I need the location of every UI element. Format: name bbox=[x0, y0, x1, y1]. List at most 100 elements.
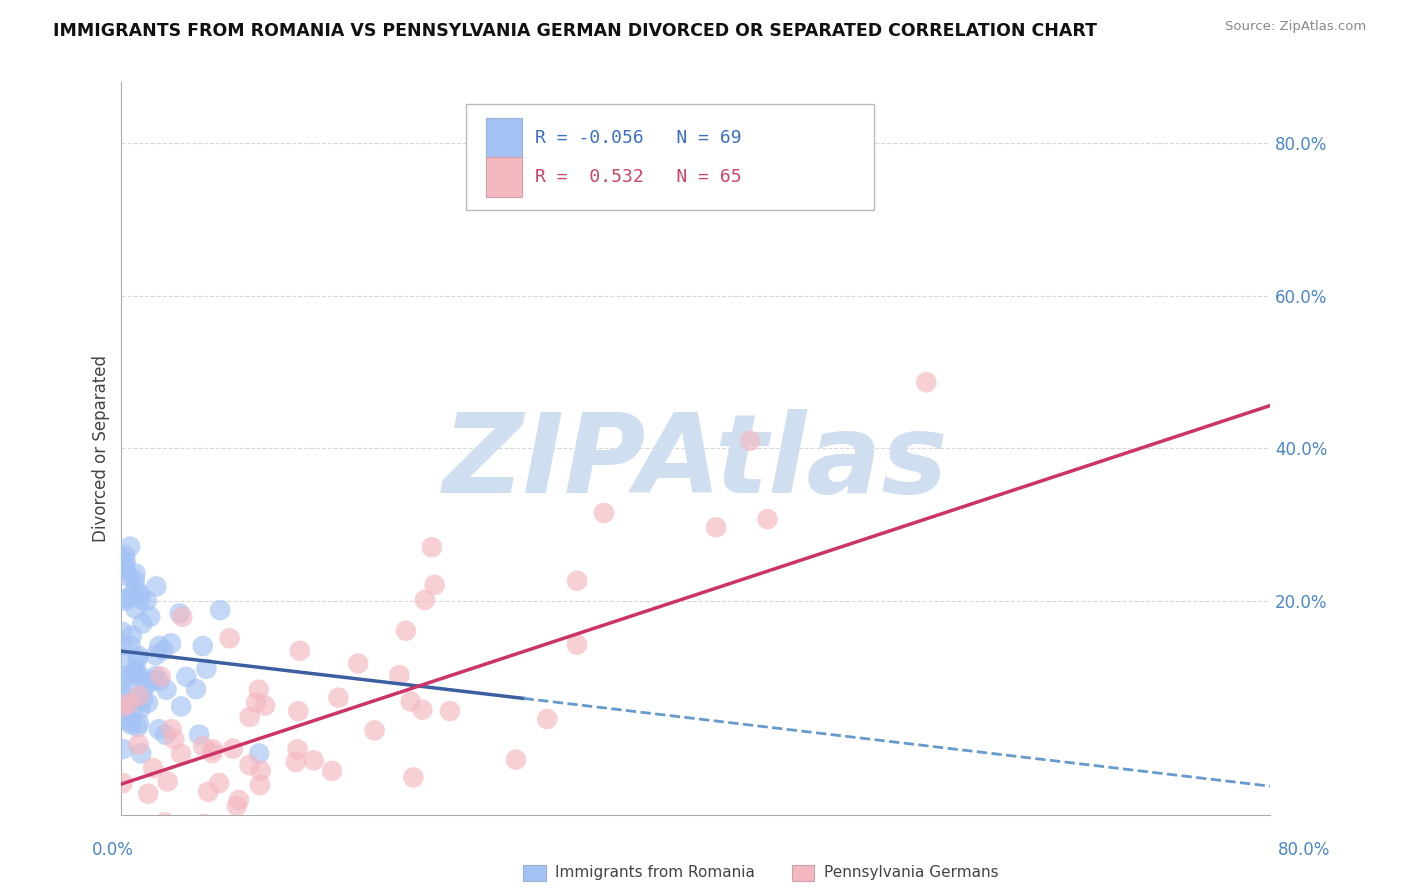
Point bbox=[176, 670, 198, 684]
Point bbox=[740, 434, 762, 448]
Point bbox=[118, 697, 141, 711]
Point bbox=[197, 785, 219, 799]
Text: 80.0%: 80.0% bbox=[1278, 840, 1330, 858]
Point bbox=[111, 776, 134, 790]
Point bbox=[122, 667, 145, 681]
Point bbox=[115, 822, 138, 837]
Point bbox=[121, 703, 143, 717]
Point bbox=[124, 822, 146, 837]
Point bbox=[148, 639, 170, 653]
Point bbox=[152, 821, 174, 835]
Point bbox=[125, 582, 148, 596]
Point bbox=[321, 764, 343, 778]
Point bbox=[120, 639, 142, 653]
Point bbox=[127, 822, 149, 837]
Point bbox=[124, 566, 146, 581]
Point bbox=[124, 663, 146, 677]
Point bbox=[249, 764, 271, 778]
Point bbox=[135, 593, 157, 607]
Point bbox=[148, 723, 170, 737]
Point bbox=[413, 593, 436, 607]
Point bbox=[117, 714, 139, 729]
Point bbox=[247, 682, 270, 697]
Point bbox=[411, 703, 433, 717]
Point bbox=[111, 674, 134, 689]
Point bbox=[536, 712, 558, 726]
Text: Pennsylvania Germans: Pennsylvania Germans bbox=[824, 865, 998, 880]
Point bbox=[160, 723, 183, 737]
Point bbox=[191, 739, 214, 754]
Point bbox=[149, 669, 172, 683]
Point bbox=[114, 594, 136, 608]
Point bbox=[155, 728, 177, 742]
Point bbox=[128, 716, 150, 731]
Point bbox=[131, 616, 153, 631]
Point bbox=[163, 732, 186, 747]
Point bbox=[191, 639, 214, 653]
Point bbox=[135, 679, 157, 693]
Point bbox=[155, 682, 177, 697]
Point bbox=[111, 699, 134, 714]
Point bbox=[128, 737, 150, 751]
Point bbox=[145, 580, 167, 594]
Point bbox=[136, 787, 159, 801]
Point bbox=[284, 755, 307, 769]
Point bbox=[402, 771, 425, 785]
FancyBboxPatch shape bbox=[467, 103, 875, 211]
Point bbox=[160, 636, 183, 650]
Point bbox=[565, 638, 588, 652]
Point bbox=[172, 610, 194, 624]
Point bbox=[111, 639, 134, 653]
Point bbox=[302, 753, 325, 767]
Bar bbox=[485, 118, 523, 159]
Point bbox=[111, 565, 134, 579]
Point bbox=[170, 699, 193, 714]
Point bbox=[136, 676, 159, 690]
Text: R = -0.056   N = 69: R = -0.056 N = 69 bbox=[536, 129, 742, 147]
Point bbox=[124, 822, 146, 837]
Point bbox=[148, 673, 170, 688]
Point bbox=[593, 506, 616, 520]
Point bbox=[169, 607, 191, 621]
Point bbox=[567, 574, 589, 588]
Point bbox=[111, 624, 134, 639]
Point bbox=[142, 761, 165, 775]
Point bbox=[218, 632, 240, 646]
Point bbox=[127, 651, 149, 665]
Point bbox=[170, 747, 193, 761]
Y-axis label: Divorced or Separated: Divorced or Separated bbox=[93, 355, 110, 541]
Point bbox=[120, 590, 142, 604]
Point bbox=[363, 723, 385, 738]
Point bbox=[222, 741, 245, 756]
Point bbox=[124, 573, 146, 587]
Point bbox=[120, 540, 142, 554]
Point bbox=[152, 643, 174, 657]
Point bbox=[145, 648, 167, 662]
Point bbox=[238, 758, 260, 772]
Text: IMMIGRANTS FROM ROMANIA VS PENNSYLVANIA GERMAN DIVORCED OR SEPARATED CORRELATION: IMMIGRANTS FROM ROMANIA VS PENNSYLVANIA … bbox=[53, 22, 1098, 40]
Point bbox=[128, 689, 150, 703]
Point bbox=[111, 551, 134, 566]
Point bbox=[287, 742, 309, 756]
Point bbox=[249, 778, 271, 792]
Point bbox=[201, 742, 224, 756]
Point bbox=[156, 774, 179, 789]
Text: 0.0%: 0.0% bbox=[91, 840, 134, 858]
Point bbox=[127, 692, 149, 706]
Point bbox=[127, 720, 149, 734]
Point bbox=[153, 815, 176, 830]
Point bbox=[388, 668, 411, 682]
Point bbox=[239, 710, 262, 724]
Point bbox=[245, 696, 267, 710]
Text: R =  0.532   N = 65: R = 0.532 N = 65 bbox=[536, 169, 742, 186]
Point bbox=[128, 648, 150, 663]
Point bbox=[120, 717, 142, 731]
Point bbox=[145, 669, 167, 683]
Point bbox=[118, 683, 141, 698]
Bar bbox=[485, 157, 523, 197]
Point bbox=[915, 376, 938, 390]
Point bbox=[114, 559, 136, 574]
Text: Immigrants from Romania: Immigrants from Romania bbox=[555, 865, 755, 880]
Point bbox=[395, 624, 418, 638]
Text: ZIPAtlas: ZIPAtlas bbox=[443, 409, 949, 516]
